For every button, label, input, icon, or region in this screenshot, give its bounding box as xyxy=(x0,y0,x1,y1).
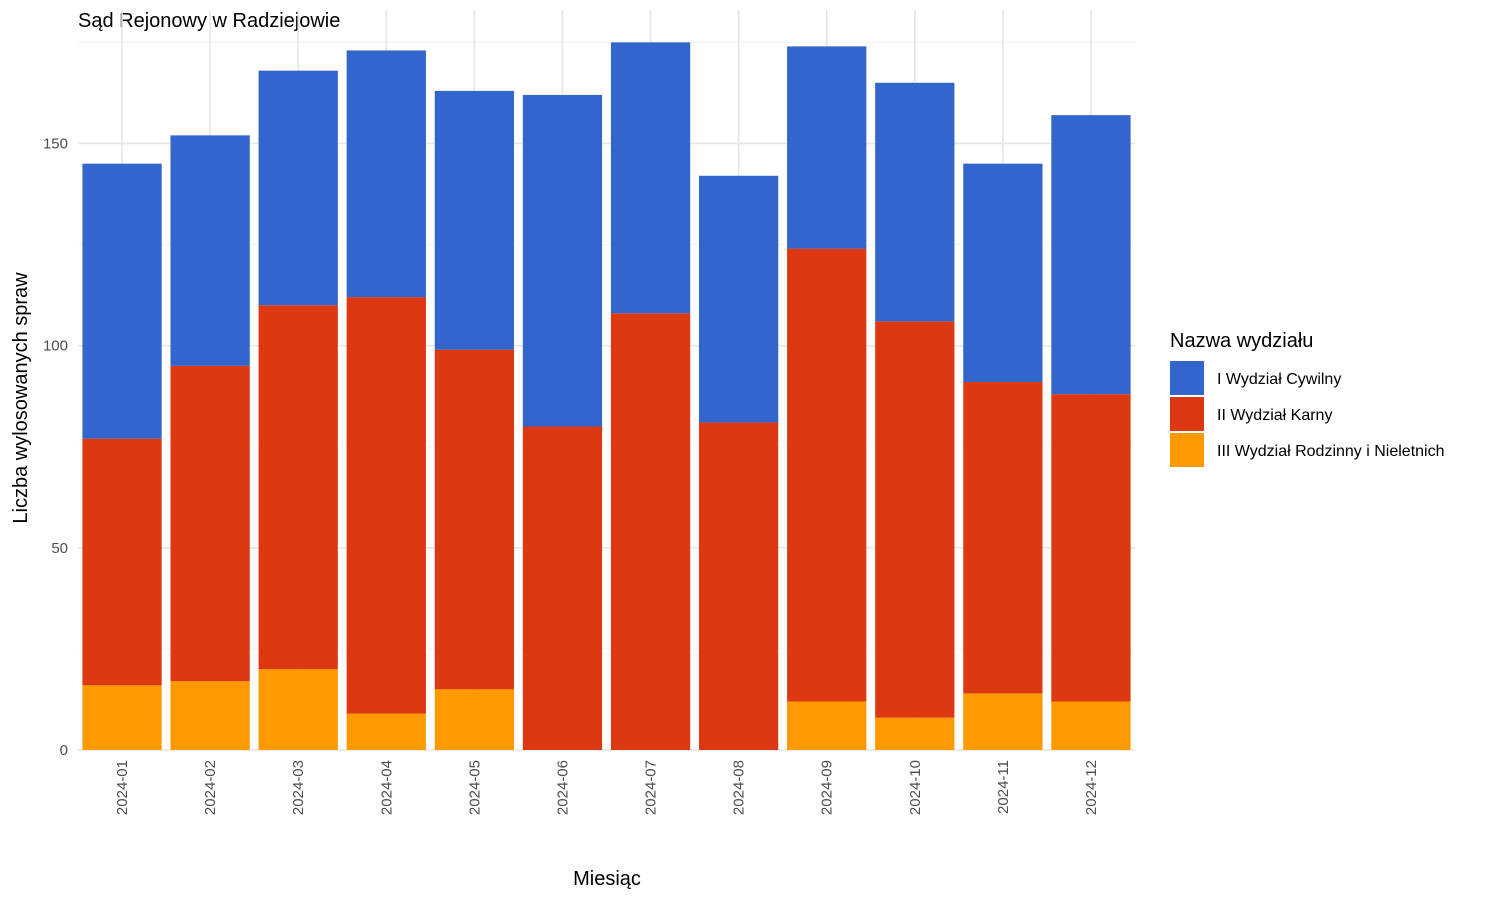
bar-segment xyxy=(787,701,867,750)
x-tick-label: 2024-12 xyxy=(1083,760,1100,815)
bar-segment xyxy=(698,422,779,750)
bar-segment xyxy=(522,426,603,750)
y-tick-label: 100 xyxy=(43,338,68,355)
x-tick-label: 2024-03 xyxy=(290,760,307,815)
legend-label: II Wydział Karny xyxy=(1217,407,1332,424)
bar-segment xyxy=(170,681,250,750)
bar-segment xyxy=(170,135,250,366)
y-axis-ticks: 0 50 100 150 xyxy=(43,135,68,759)
bar-segment xyxy=(82,685,162,750)
bar-segment xyxy=(963,163,1043,383)
legend: Nazwa wydziału I Wydział Cywilny II Wydzi… xyxy=(1170,330,1445,467)
bar-segment xyxy=(346,50,426,298)
bars xyxy=(82,42,1131,750)
bar-segment xyxy=(875,717,955,750)
bar-segment xyxy=(258,669,338,750)
x-tick-label: 2024-09 xyxy=(819,760,836,815)
bar-segment xyxy=(258,305,338,670)
bar-segment xyxy=(170,365,250,682)
chart-title: Sąd Rejonowy w Radziejowie xyxy=(78,10,340,32)
x-axis-title: Miesiąc xyxy=(573,868,641,890)
bar-segment xyxy=(82,438,162,686)
legend-swatch xyxy=(1170,397,1204,431)
x-tick-label: 2024-02 xyxy=(202,760,219,815)
x-tick-label: 2024-01 xyxy=(114,760,131,815)
x-tick-label: 2024-07 xyxy=(643,760,660,815)
legend-label: I Wydział Cywilny xyxy=(1217,371,1341,388)
bar-segment xyxy=(522,94,603,427)
bar-segment xyxy=(82,163,162,439)
bar-segment xyxy=(963,382,1043,694)
x-tick-label: 2024-08 xyxy=(731,760,748,815)
bar-segment xyxy=(434,349,515,690)
bar-segment xyxy=(258,70,338,306)
bar-segment xyxy=(346,297,426,714)
y-tick-label: 0 xyxy=(60,742,68,759)
x-tick-label: 2024-04 xyxy=(378,760,395,815)
x-tick-label: 2024-06 xyxy=(554,760,571,815)
bar-segment xyxy=(610,42,691,314)
bar-segment xyxy=(1051,115,1131,395)
x-axis-ticks: 2024-01 2024-02 2024-03 2024-04 2024-05 2024-… xyxy=(114,760,1100,815)
bar-segment xyxy=(1051,394,1131,702)
legend-swatch xyxy=(1170,361,1204,395)
legend-label: III Wydział Rodzinny i Nieletnich xyxy=(1217,443,1445,460)
bar-segment xyxy=(346,713,426,750)
bar-segment xyxy=(963,693,1043,750)
bar-segment xyxy=(875,321,955,718)
y-tick-label: 150 xyxy=(43,135,68,152)
bar-segment xyxy=(610,313,691,750)
legend-swatch xyxy=(1170,433,1204,467)
bar-segment xyxy=(1051,701,1131,750)
bar-segment xyxy=(875,82,955,322)
bar-segment xyxy=(698,175,779,423)
bar-segment xyxy=(787,46,867,249)
bar-segment xyxy=(787,248,867,702)
bar-segment xyxy=(434,689,515,750)
bar-segment xyxy=(434,90,515,350)
x-tick-label: 2024-10 xyxy=(907,760,924,815)
x-tick-label: 2024-05 xyxy=(466,760,483,815)
y-tick-label: 50 xyxy=(51,540,68,557)
legend-title: Nazwa wydziału xyxy=(1170,330,1313,352)
y-axis-title: Liczba wylosowanych spraw xyxy=(10,272,32,524)
x-tick-label: 2024-11 xyxy=(995,760,1012,814)
